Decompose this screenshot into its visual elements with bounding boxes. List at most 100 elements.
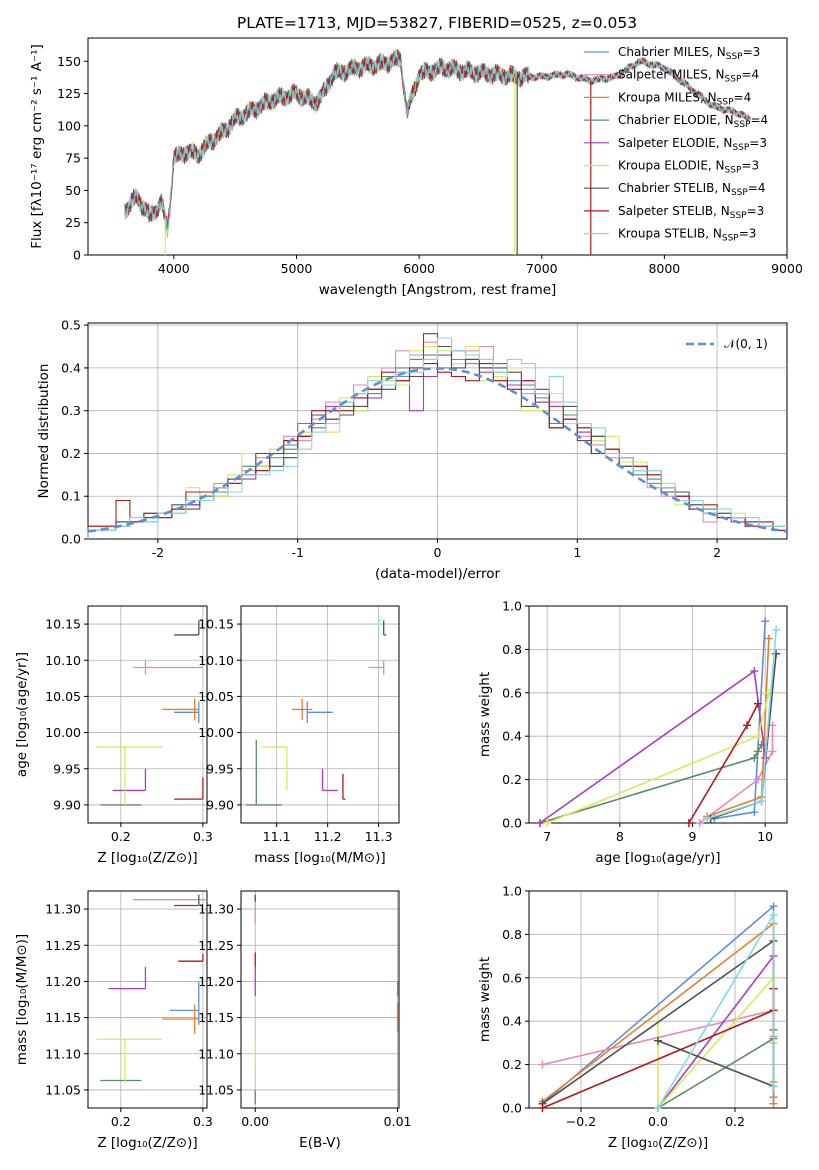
weight-line — [539, 744, 763, 824]
weight-line — [657, 1029, 775, 1109]
legend-entry: Chabrier ELODIE, NSSP=4 — [618, 113, 768, 130]
y-tick-label: 11.30 — [45, 902, 81, 917]
y-tick-label: 25 — [65, 215, 81, 230]
weight-marker — [772, 625, 781, 634]
x-tick-label: 0.2 — [725, 1114, 745, 1129]
axes-frame — [528, 605, 788, 824]
y-tick-label: 9.95 — [206, 761, 234, 776]
legend-entry: Kroupa ELODIE, NSSP=3 — [618, 159, 759, 176]
x-axis-label: Z [log₁₀(Z/Z⊙)] — [97, 1135, 197, 1151]
y-tick-label: 9.90 — [206, 797, 234, 812]
x-tick-label: 11.1 — [263, 829, 291, 844]
y-tick-label: 9.90 — [53, 797, 81, 812]
y-tick-label: 10.05 — [45, 689, 81, 704]
weight-marker — [538, 1060, 547, 1069]
legend-entry: Salpeter MILES, NSSP=4 — [618, 68, 759, 85]
x-tick-label: -1 — [291, 545, 303, 560]
weight-marker — [769, 910, 778, 919]
age-vs-mass-panel: 11.1 11.2 11.3 9.90 9.95 10.00 10.05 10.10 10.15… — [198, 605, 400, 866]
weight-marker — [769, 902, 778, 911]
y-tick-label: 0.6 — [502, 685, 522, 700]
y-tick-label: 10.00 — [198, 725, 234, 740]
y-tick-label: 0.5 — [61, 318, 81, 333]
y-tick-label: 0.4 — [502, 1014, 522, 1029]
y-tick-label: 0.4 — [502, 729, 522, 744]
y-tick-label: 11.15 — [45, 1010, 81, 1025]
x-tick-label: −0.2 — [566, 1114, 596, 1129]
y-tick-label: 0.2 — [502, 1057, 522, 1072]
spectrum-line — [124, 48, 751, 238]
y-tick-label: 11.10 — [45, 1046, 81, 1061]
gaussian-curve — [87, 367, 788, 533]
y-tick-label: 11.30 — [198, 902, 234, 917]
y-tick-label: 11.15 — [198, 1010, 234, 1025]
legend-entry: Chabrier MILES, NSSP=3 — [618, 45, 760, 62]
x-axis-label: Z [log₁₀(Z/Z⊙)] — [97, 850, 197, 866]
weight-marker — [535, 819, 544, 827]
x-axis-label: age [log₁₀(age/yr)] — [595, 850, 720, 866]
weight-marker — [769, 1099, 778, 1108]
y-tick-label: 50 — [65, 183, 81, 198]
y-tick-label: 100 — [57, 118, 81, 133]
y-tick-label: 0.2 — [61, 446, 81, 461]
y-tick-label: 11.05 — [45, 1082, 81, 1097]
x-tick-label: 0.0 — [648, 1114, 668, 1129]
x-axis-label: mass [log₁₀(M/M⊙)] — [254, 850, 385, 866]
axes-frame — [87, 890, 208, 1109]
y-tick-label: 11.25 — [198, 938, 234, 953]
x-tick-label: 2 — [713, 545, 721, 560]
weight-marker — [543, 819, 552, 827]
weight-marker — [743, 721, 752, 730]
x-tick-label: 0.2 — [111, 829, 131, 844]
y-tick-label: 1.0 — [502, 599, 522, 614]
y-tick-label: 10.10 — [45, 653, 81, 668]
legend-entry: Kroupa STELIB, NSSP=3 — [618, 227, 756, 244]
y-tick-label: 0.2 — [502, 772, 522, 787]
weight-marker — [761, 617, 770, 626]
x-tick-label: 8 — [616, 829, 624, 844]
y-axis-label: mass [log₁₀(M/M⊙)] — [14, 934, 30, 1065]
weight-line — [657, 953, 775, 1109]
weight-marker — [750, 808, 759, 817]
x-tick-label: 0.00 — [241, 1114, 269, 1129]
age-vs-Z-panel: 0.2 0.3 9.90 9.95 10.00 10.05 10.10 10.15 Z [log… — [14, 605, 213, 866]
weight-marker — [753, 747, 762, 756]
x-tick-label: 10 — [757, 829, 773, 844]
weight-marker — [750, 753, 759, 762]
axes-frame — [240, 605, 400, 824]
y-tick-label: 11.20 — [45, 974, 81, 989]
x-tick-label: 9000 — [771, 261, 803, 276]
weight-marker — [757, 797, 766, 806]
weight-line — [546, 692, 770, 824]
x-axis-label: wavelength [Angstrom, rest frame] — [319, 282, 557, 298]
weight-line — [699, 725, 774, 824]
x-tick-label: 11.2 — [314, 829, 342, 844]
x-axis-label: Z [log₁₀(Z/Z⊙)] — [608, 1135, 708, 1151]
weight-marker — [538, 1104, 547, 1112]
weight-vs-Z-panel: −0.2 0.0 0.2 0.0 0.2 0.4 0.6 0.8 1.0 Z [log₁₀(Z/Z… — [477, 884, 788, 1151]
x-tick-label: 6000 — [403, 261, 435, 276]
y-tick-label: 0.4 — [61, 360, 81, 375]
y-tick-label: 11.25 — [45, 938, 81, 953]
y-tick-label: 11.20 — [198, 974, 234, 989]
y-axis-label: Normed distribution — [36, 364, 52, 499]
weight-marker — [768, 747, 777, 756]
x-tick-label: 7000 — [526, 261, 558, 276]
x-axis-label: E(B-V) — [299, 1135, 341, 1151]
mass-vs-EBV-panel: 0.00 0.01 11.05 11.10 11.15 11.20 11.25 11.30 E(… — [198, 890, 412, 1151]
weight-marker — [753, 699, 762, 708]
weight-marker — [753, 732, 762, 741]
x-tick-label: 0.01 — [384, 1114, 412, 1129]
spectrum-panel: 4000 5000 6000 7000 8000 9000 0 25 50 75 100 125 150… — [29, 37, 803, 298]
axes-frame — [87, 605, 208, 824]
y-tick-label: 0.1 — [61, 489, 81, 504]
weight-marker — [753, 775, 762, 784]
weight-line — [714, 621, 766, 820]
axes-frame — [87, 322, 788, 540]
mass-vs-Z-panel: 0.2 0.3 11.05 11.10 11.15 11.20 11.25 11.30 Z [l… — [14, 890, 213, 1151]
legend-entry: Chabrier STELIB, NSSP=4 — [618, 181, 766, 198]
y-axis-label: mass weight — [477, 957, 493, 1042]
weight-line — [657, 975, 775, 1111]
y-tick-label: 10.10 — [198, 653, 234, 668]
